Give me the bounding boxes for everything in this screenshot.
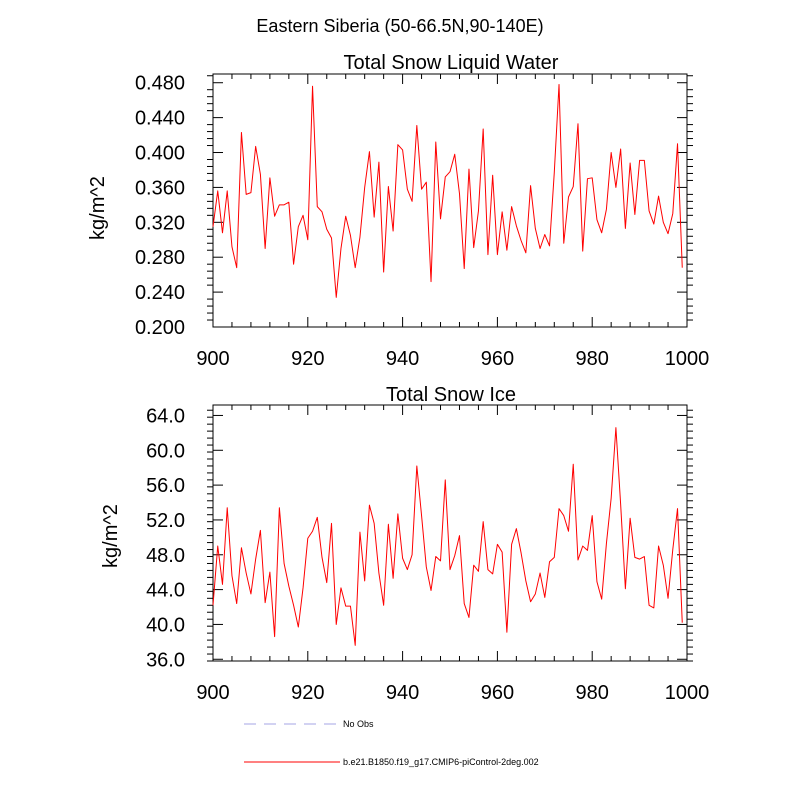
figure-title: Eastern Siberia (50-66.5N,90-140E) [256,16,543,36]
y-tick-label: 44.0 [146,580,185,602]
y-tick-label: 40.0 [146,614,185,636]
series-lines [212,83,683,298]
y-tick-labels: 0.200 0.240 0.280 0.320 0.360 0.400 0.440 0.480 [135,73,185,339]
x-tick-label: 1000 [665,348,710,370]
series-line [212,427,683,646]
series-line [212,83,683,298]
y-tick-label: 52.0 [146,510,185,532]
axis-ticks [207,74,693,328]
y-tick-label: 36.0 [146,649,185,671]
y-axis-label: kg/m^2 [87,176,109,240]
x-tick-labels: 900 920 940 960 980 1000 [196,682,709,704]
x-tick-label: 980 [576,682,609,704]
y-tick-label: 48.0 [146,545,185,567]
axis-ticks [207,405,693,662]
y-tick-label: 60.0 [146,440,185,462]
y-tick-label: 0.320 [135,212,185,234]
x-tick-label: 940 [386,348,419,370]
x-tick-label: 980 [576,348,609,370]
x-tick-label: 920 [291,682,324,704]
plot-frame [212,404,688,662]
x-tick-labels: 900 920 940 960 980 1000 [196,348,709,370]
plot-frame [212,73,688,328]
legend: No Obs b.e21.B1850.f19_g17.CMIP6-piContr… [244,719,539,767]
x-tick-label: 940 [386,682,419,704]
series-lines [212,427,683,646]
x-tick-label: 900 [196,682,229,704]
x-tick-label: 1000 [665,682,710,704]
y-tick-labels: 36.0 40.0 44.0 48.0 52.0 56.0 60.0 64.0 [146,405,185,671]
y-tick-label: 0.440 [135,108,185,130]
y-tick-label: 0.360 [135,177,185,199]
chart-title: Total Snow Ice [386,384,516,406]
panel-total-snow-liquid-water: Total Snow Liquid Water kg/m^2 900 920 940… [87,52,709,370]
y-tick-label: 0.400 [135,143,185,165]
chart-title: Total Snow Liquid Water [344,52,559,74]
y-tick-label: 0.480 [135,73,185,95]
panel-total-snow-ice: Total Snow Ice kg/m^2 900 920 940 960 980 100… [100,384,709,704]
x-tick-label: 900 [196,348,229,370]
x-tick-label: 920 [291,348,324,370]
y-tick-label: 0.280 [135,247,185,269]
legend-label-model-run: b.e21.B1850.f19_g17.CMIP6-piControl-2deg… [343,757,539,767]
x-tick-label: 960 [481,682,514,704]
legend-label-no-obs: No Obs [343,719,374,729]
y-axis-label: kg/m^2 [100,504,122,568]
y-tick-label: 0.200 [135,317,185,339]
y-tick-label: 0.240 [135,282,185,304]
y-tick-label: 64.0 [146,405,185,427]
y-tick-label: 56.0 [146,475,185,497]
x-tick-label: 960 [481,348,514,370]
